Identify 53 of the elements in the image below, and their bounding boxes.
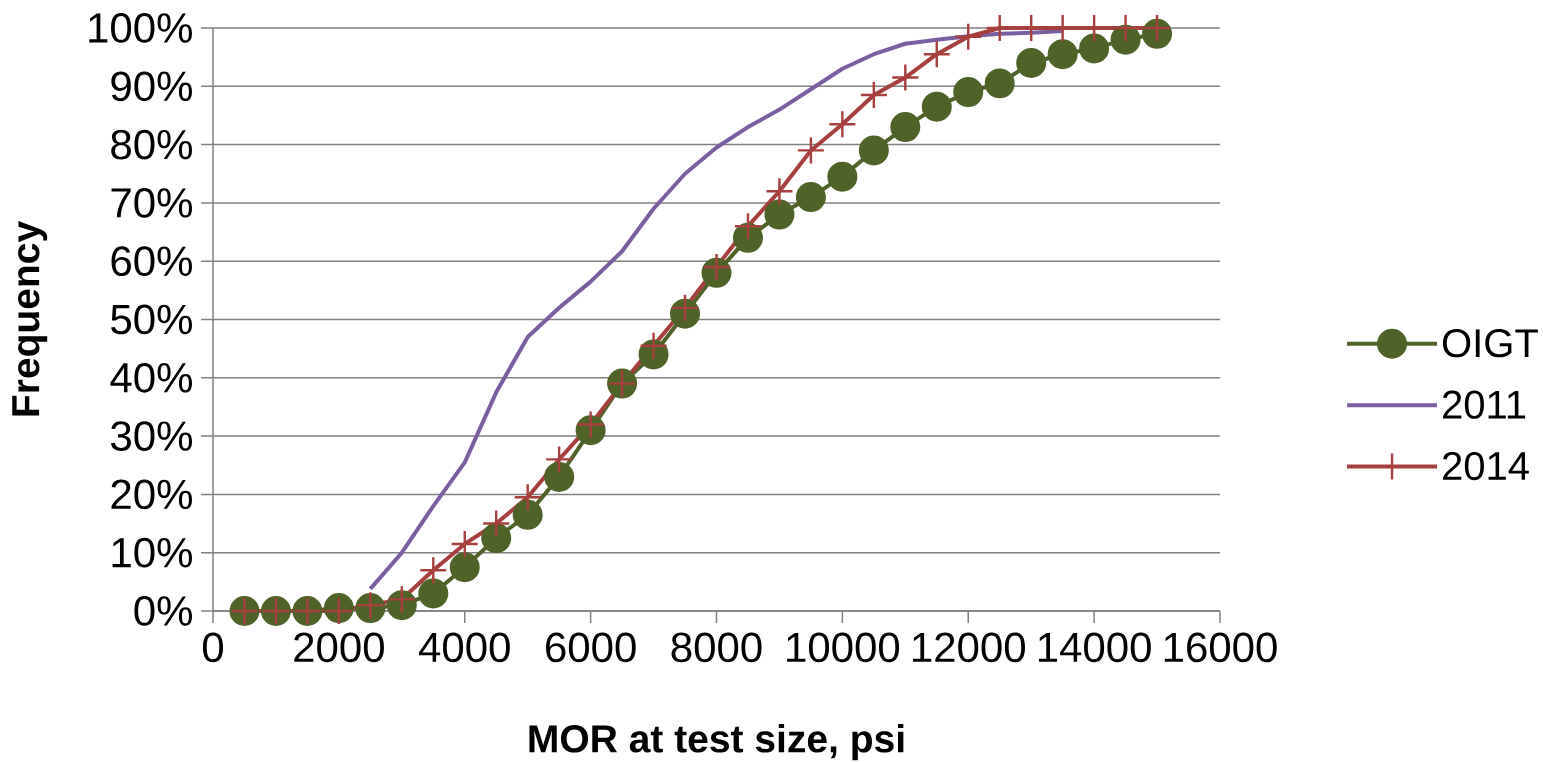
x-tick-label: 14000	[1038, 632, 1151, 663]
legend-label: OIGT	[1442, 329, 1538, 358]
y-tick-label: 60%	[111, 246, 192, 277]
point	[481, 523, 512, 554]
y-tick-label: 0%	[134, 596, 192, 626]
x-tick-label: 10000	[787, 632, 900, 663]
x-tick-label: 0	[202, 632, 224, 663]
point	[953, 77, 984, 108]
point	[766, 178, 793, 205]
y-tick-label: 80%	[111, 129, 192, 160]
y-tick-label: 70%	[111, 188, 192, 218]
y-tick-label: 10%	[112, 537, 192, 568]
point	[795, 182, 826, 213]
point	[640, 332, 667, 359]
legend-label: 2011	[1443, 390, 1526, 419]
point	[764, 199, 795, 230]
point	[797, 137, 824, 164]
x-tick-label: 12000	[913, 632, 1025, 663]
point	[890, 112, 921, 143]
y-tick-label: 50%	[111, 304, 192, 335]
point	[1016, 47, 1047, 78]
y-axis-title: Frequency	[12, 221, 48, 416]
point	[921, 91, 952, 122]
x-tick-label: 4000	[418, 632, 510, 663]
point	[449, 552, 480, 583]
point	[388, 586, 415, 613]
point	[858, 135, 889, 166]
y-tick-label: 100%	[89, 13, 192, 43]
legend-label: 2014	[1443, 451, 1529, 481]
point	[544, 461, 575, 492]
x-axis-title: MOR at test size, psi	[529, 723, 904, 761]
y-tick-label: 40%	[110, 362, 192, 393]
y-tick-label: 90%	[111, 71, 192, 102]
point	[892, 64, 919, 91]
x-tick-label: 2000	[294, 632, 384, 663]
point	[703, 254, 730, 281]
y-tick-label: 20%	[111, 479, 192, 510]
point	[827, 161, 858, 192]
point	[418, 578, 449, 609]
y-tick-label: 30%	[111, 421, 192, 451]
point	[512, 499, 543, 530]
point	[1079, 33, 1110, 64]
point	[984, 68, 1015, 99]
point	[1047, 39, 1078, 70]
x-tick-label: 8000	[671, 632, 762, 663]
x-tick-label: 6000	[546, 632, 636, 663]
point	[577, 411, 604, 438]
point	[483, 510, 510, 537]
point	[1112, 14, 1139, 41]
point	[829, 111, 856, 138]
point	[514, 484, 541, 511]
point	[546, 446, 573, 473]
x-tick-label: 16000	[1164, 632, 1277, 663]
